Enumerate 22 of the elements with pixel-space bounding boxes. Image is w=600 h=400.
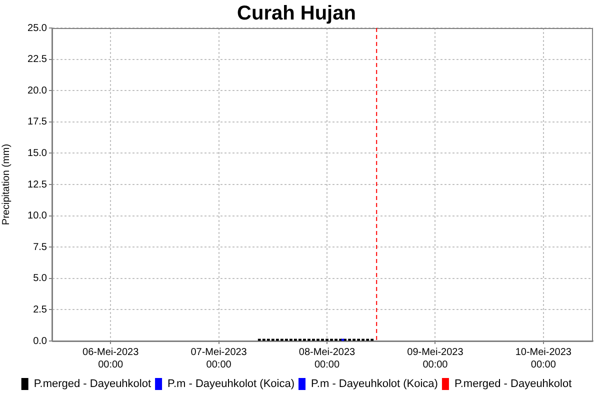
y-tick-label: 25.0	[28, 22, 48, 34]
y-tick-label: 2.5	[33, 304, 48, 316]
legend-label: P.m - Dayeuhkolot (Koica)	[168, 378, 295, 390]
y-tick-label: 0.0	[33, 336, 48, 347]
x-tick-label: 09-Mei-2023 00:00	[407, 347, 464, 370]
y-tick-label: 12.5	[28, 179, 48, 190]
legend-label: P.merged - Dayeuhkolot	[454, 378, 572, 390]
chart-title: Curah Hujan	[237, 2, 356, 25]
y-tick-label: 20.0	[28, 85, 48, 96]
legend-label: P.merged - Dayeuhkolot	[34, 378, 152, 390]
x-tick-label: 10-Mei-2023 00:00	[515, 347, 572, 370]
x-tick-label: 06-Mei-2023 00:00	[82, 347, 140, 370]
x-tick-label: 08-Mei-2023 00:00	[298, 347, 356, 370]
y-tick-label: 15.0	[28, 148, 48, 159]
y-tick-label: 7.5	[33, 242, 48, 253]
y-axis-title: Precipitation (mm)	[0, 144, 12, 226]
legend-label: P.m - Dayeuhkolot (Koica)	[311, 378, 438, 390]
y-tick-label: 22.5	[28, 54, 48, 66]
y-tick-label: 10.0	[28, 210, 48, 222]
y-tick-label: 5.0	[33, 273, 48, 284]
y-tick-label: 17.5	[28, 116, 48, 128]
x-tick-label: 07-Mei-2023 00:00	[190, 347, 248, 370]
